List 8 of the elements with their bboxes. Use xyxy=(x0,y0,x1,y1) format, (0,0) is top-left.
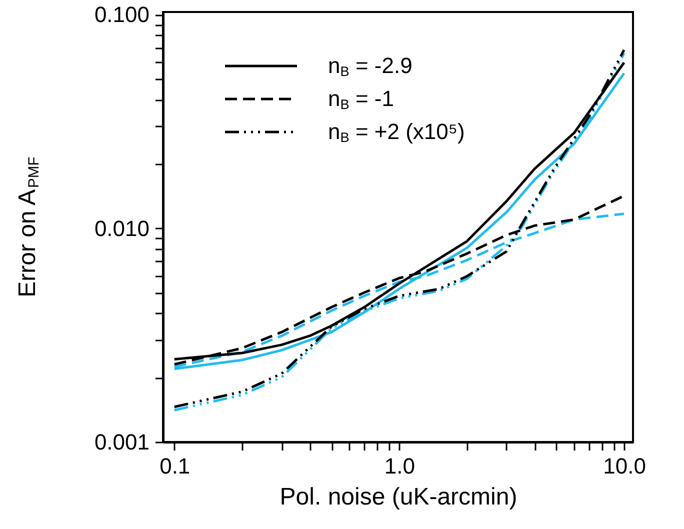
y-tick-label: 0.100 xyxy=(94,2,150,28)
y-tick-label: 0.010 xyxy=(94,216,150,241)
x-tick-label: 1.0 xyxy=(384,454,416,478)
x-tick-label: 0.1 xyxy=(160,454,190,478)
y-axis-title: Error on APMF xyxy=(14,156,43,298)
y-tick-label: 0.001 xyxy=(94,430,150,454)
x-axis-title: Pol. noise (uK-arcmin) xyxy=(280,484,518,510)
x-tick-label: 10.0 xyxy=(603,454,646,478)
